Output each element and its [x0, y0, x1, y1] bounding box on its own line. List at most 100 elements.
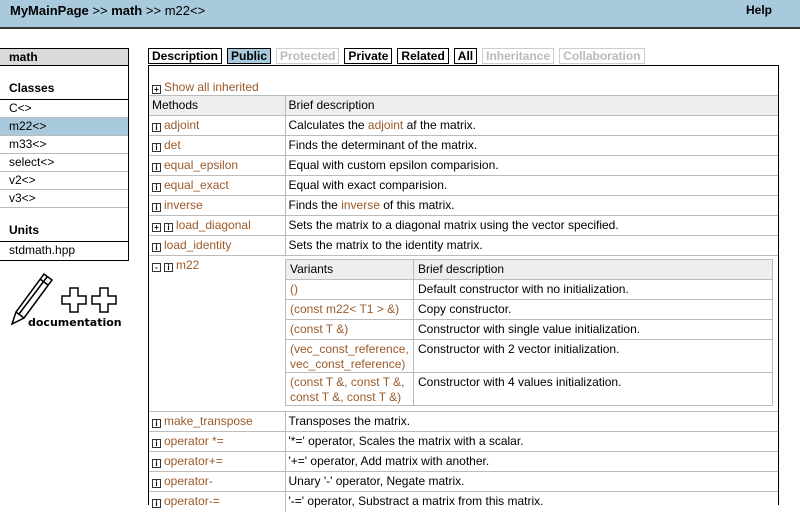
info-icon[interactable]: i [152, 123, 161, 132]
method-link[interactable]: inverse [164, 198, 203, 212]
variant-desc: Constructor with 2 vector initialization… [413, 339, 773, 373]
method-link[interactable]: make_transpose [164, 414, 253, 428]
method-link[interactable]: operator-= [164, 494, 220, 508]
sidebar-class-item[interactable]: m33<> [0, 136, 128, 154]
tab-all[interactable]: All [453, 48, 478, 64]
top-header: MyMainPage >> math >> m22<> Help [0, 0, 800, 29]
sidebar-unit-item[interactable]: stdmath.hpp [9, 243, 76, 257]
info-icon[interactable]: i [152, 243, 161, 252]
desc-text: Finds the determinant of the matrix. [288, 138, 478, 152]
sidebar-class-item[interactable]: v2<> [0, 172, 128, 190]
tab-collaboration: Collaboration [559, 48, 645, 64]
method-link[interactable]: equal_exact [164, 178, 229, 192]
variant-link[interactable]: (vec_const_reference, vec_const_referenc… [290, 342, 409, 371]
method-link[interactable]: operator *= [164, 434, 224, 448]
sidebar-title: math [0, 49, 128, 66]
method-name-cell: i adjoint [149, 115, 286, 136]
method-name-cell: - i m22 [149, 255, 285, 412]
method-name-cell: i operator- [149, 471, 286, 492]
variant-link[interactable]: () [290, 282, 298, 296]
info-icon[interactable]: i [152, 439, 161, 448]
tab-protected: Protected [276, 48, 340, 64]
variant-link[interactable]: (const m22< T1 > &) [290, 302, 400, 316]
info-icon[interactable]: i [164, 223, 173, 232]
info-icon[interactable]: i [152, 479, 161, 488]
method-name-cell: i operator-= [149, 491, 286, 512]
variant-desc: Copy constructor. [413, 299, 773, 320]
crumb-math[interactable]: math [111, 3, 143, 18]
tab-related[interactable]: Related [397, 48, 449, 64]
info-icon[interactable]: i [152, 459, 161, 468]
variant-row: (const T &) Constructor with single value… [285, 319, 773, 340]
method-link[interactable]: load_diagonal [176, 218, 251, 232]
help-link[interactable]: Help [745, 3, 772, 17]
show-inherited-link[interactable]: Show all inherited [164, 80, 259, 94]
variant-link[interactable]: (const T &) [290, 322, 349, 336]
method-row: i equal_exact Equal with exact comparision… [149, 175, 778, 196]
variant-row: (vec_const_reference, vec_const_referenc… [285, 339, 773, 373]
crumb-sep: >> [145, 3, 162, 18]
desc-text: Calculates the [288, 118, 368, 132]
variant-desc: Constructor with single value initializa… [413, 319, 773, 340]
desc-text: Transposes the matrix. [288, 414, 411, 428]
info-icon[interactable]: i [152, 143, 161, 152]
col-brief: Brief description [413, 259, 773, 280]
desc-text: af the matrix. [403, 118, 476, 132]
variants-header-row: Variants Brief description [285, 259, 773, 280]
collapse-icon[interactable]: - [152, 263, 161, 272]
variant-sig-cell: (const T &, const T &, const T &, const … [285, 372, 414, 406]
sidebar-class-item[interactable]: select<> [0, 154, 128, 172]
sidebar-class-item[interactable]: v3<> [0, 190, 128, 208]
method-name-cell: i equal_epsilon [149, 155, 286, 176]
variant-row: (const m22< T1 > &) Copy constructor. [285, 299, 773, 320]
method-row: i det Finds the determinant of the matrix. [149, 135, 778, 156]
info-icon[interactable]: i [152, 499, 161, 508]
variant-row: () Default constructor with no initializa… [285, 279, 773, 300]
method-name-cell: i inverse [149, 195, 286, 216]
tab-public[interactable]: Public [227, 48, 272, 64]
method-link[interactable]: equal_epsilon [164, 158, 239, 172]
method-desc-cell: Transposes the matrix. [285, 411, 778, 432]
info-icon[interactable]: i [152, 183, 161, 192]
method-link[interactable]: operator- [164, 474, 213, 488]
logo-text: documentation [28, 316, 122, 329]
sidebar: math Classes C<> m22<> m33<> select<> v2<> v3… [0, 48, 129, 261]
sidebar-class-item[interactable]: C<> [0, 100, 128, 118]
method-row: i operator *= '*=' operator, Scales the ma… [149, 431, 778, 452]
info-icon[interactable]: i [164, 263, 173, 272]
method-desc-cell: Equal with exact comparision. [285, 175, 778, 196]
classes-heading: Classes [0, 66, 128, 100]
method-desc-cell: '-=' operator, Substract a matrix from t… [285, 491, 778, 512]
tab-private[interactable]: Private [344, 48, 393, 64]
expand-icon[interactable]: + [152, 223, 161, 232]
method-row: i load_identity Sets the matrix to the ide… [149, 235, 778, 256]
tab-description[interactable]: Description [148, 48, 223, 64]
desc-text: Finds the [288, 198, 342, 212]
desc-link[interactable]: adjoint [367, 118, 404, 132]
method-row: i adjoint Calculates the adjoint af the ma… [149, 115, 778, 136]
variant-link[interactable]: (const T &, const T &, const T &, const … [290, 375, 405, 404]
method-desc-cell: Sets the matrix to a diagonal matrix usi… [285, 215, 778, 236]
sidebar-class-item[interactable]: m22<> [0, 118, 128, 136]
method-link[interactable]: m22 [176, 258, 200, 272]
variant-sig-cell: () [285, 279, 414, 300]
method-link[interactable]: operator+= [164, 454, 223, 468]
method-link[interactable]: load_identity [164, 238, 232, 252]
method-row: i inverse Finds the inverse of this matrix… [149, 195, 778, 216]
desc-link[interactable]: inverse [341, 198, 380, 212]
methods-table: Methods Brief description i adjoint Calcul… [149, 95, 778, 512]
show-inherited-toggle[interactable]: + Show all inherited [152, 80, 259, 94]
method-link[interactable]: det [164, 138, 181, 152]
method-desc-cell: Variants Brief description () Default const… [285, 255, 778, 412]
method-row: i make_transpose Transposes the matrix. [149, 411, 778, 432]
method-desc-cell: '+=' operator, Add matrix with another. [285, 451, 778, 472]
method-link[interactable]: adjoint [164, 118, 200, 132]
variants-table: Variants Brief description () Default const… [285, 259, 773, 406]
info-icon[interactable]: i [152, 419, 161, 428]
units-heading: Units [0, 208, 128, 242]
col-methods: Methods [149, 95, 286, 116]
variant-sig-cell: (const m22< T1 > &) [285, 299, 414, 320]
info-icon[interactable]: i [152, 163, 161, 172]
crumb-mymainpage[interactable]: MyMainPage [10, 3, 89, 18]
info-icon[interactable]: i [152, 203, 161, 212]
